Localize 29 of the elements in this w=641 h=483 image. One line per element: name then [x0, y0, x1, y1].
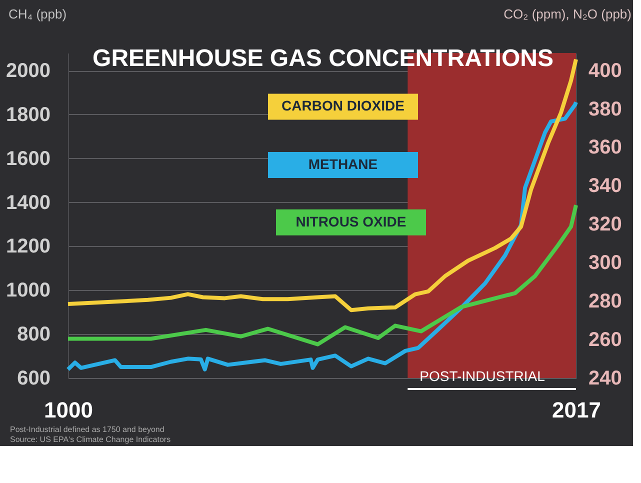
y-tick-label: 1400: [6, 192, 50, 214]
line-series: [66, 100, 578, 372]
line-series: [66, 203, 578, 346]
y-tick-label: 1000: [6, 280, 50, 302]
y-tick-label: 2000: [6, 60, 50, 82]
y2-tick-label: 280: [588, 290, 622, 313]
y2-tick-label: 260: [588, 329, 622, 352]
chart-title: GREENHOUSE GAS CONCENTRATIONS: [92, 45, 554, 72]
y-tick-label: 800: [17, 324, 50, 346]
y2-tick-label: 320: [588, 214, 622, 236]
text: CARBON DIOXIDE: [282, 98, 404, 114]
y2-tick-label: 300: [588, 252, 622, 274]
y-tick-label: 600: [17, 368, 50, 390]
y2-tick-label: 400: [588, 60, 622, 82]
y2-tick-label: 240: [588, 368, 622, 390]
y-tick-label: 1600: [6, 148, 50, 170]
y2-tick-label: 380: [588, 98, 622, 120]
y-tick-label: 1800: [6, 104, 50, 126]
text: NITROUS OXIDE: [296, 213, 406, 230]
y-tick-label: 1200: [6, 236, 50, 258]
source-note: Source: US EPA's Climate Change Indicators: [10, 435, 171, 444]
y2-axis-title: CO₂ (ppm), N₂O (ppb): [504, 6, 632, 22]
x-tick-label: 2017: [552, 398, 601, 422]
band-label: POST-INDUSTRIAL: [420, 368, 546, 384]
text: METHANE: [308, 156, 378, 172]
y2-tick-label: 360: [588, 136, 622, 159]
text: Post-Industrial defined as 1750 and beyond: [10, 425, 164, 434]
y-axis-title: CH₄ (ppb): [8, 6, 67, 22]
y2-tick-label: 340: [588, 175, 622, 198]
